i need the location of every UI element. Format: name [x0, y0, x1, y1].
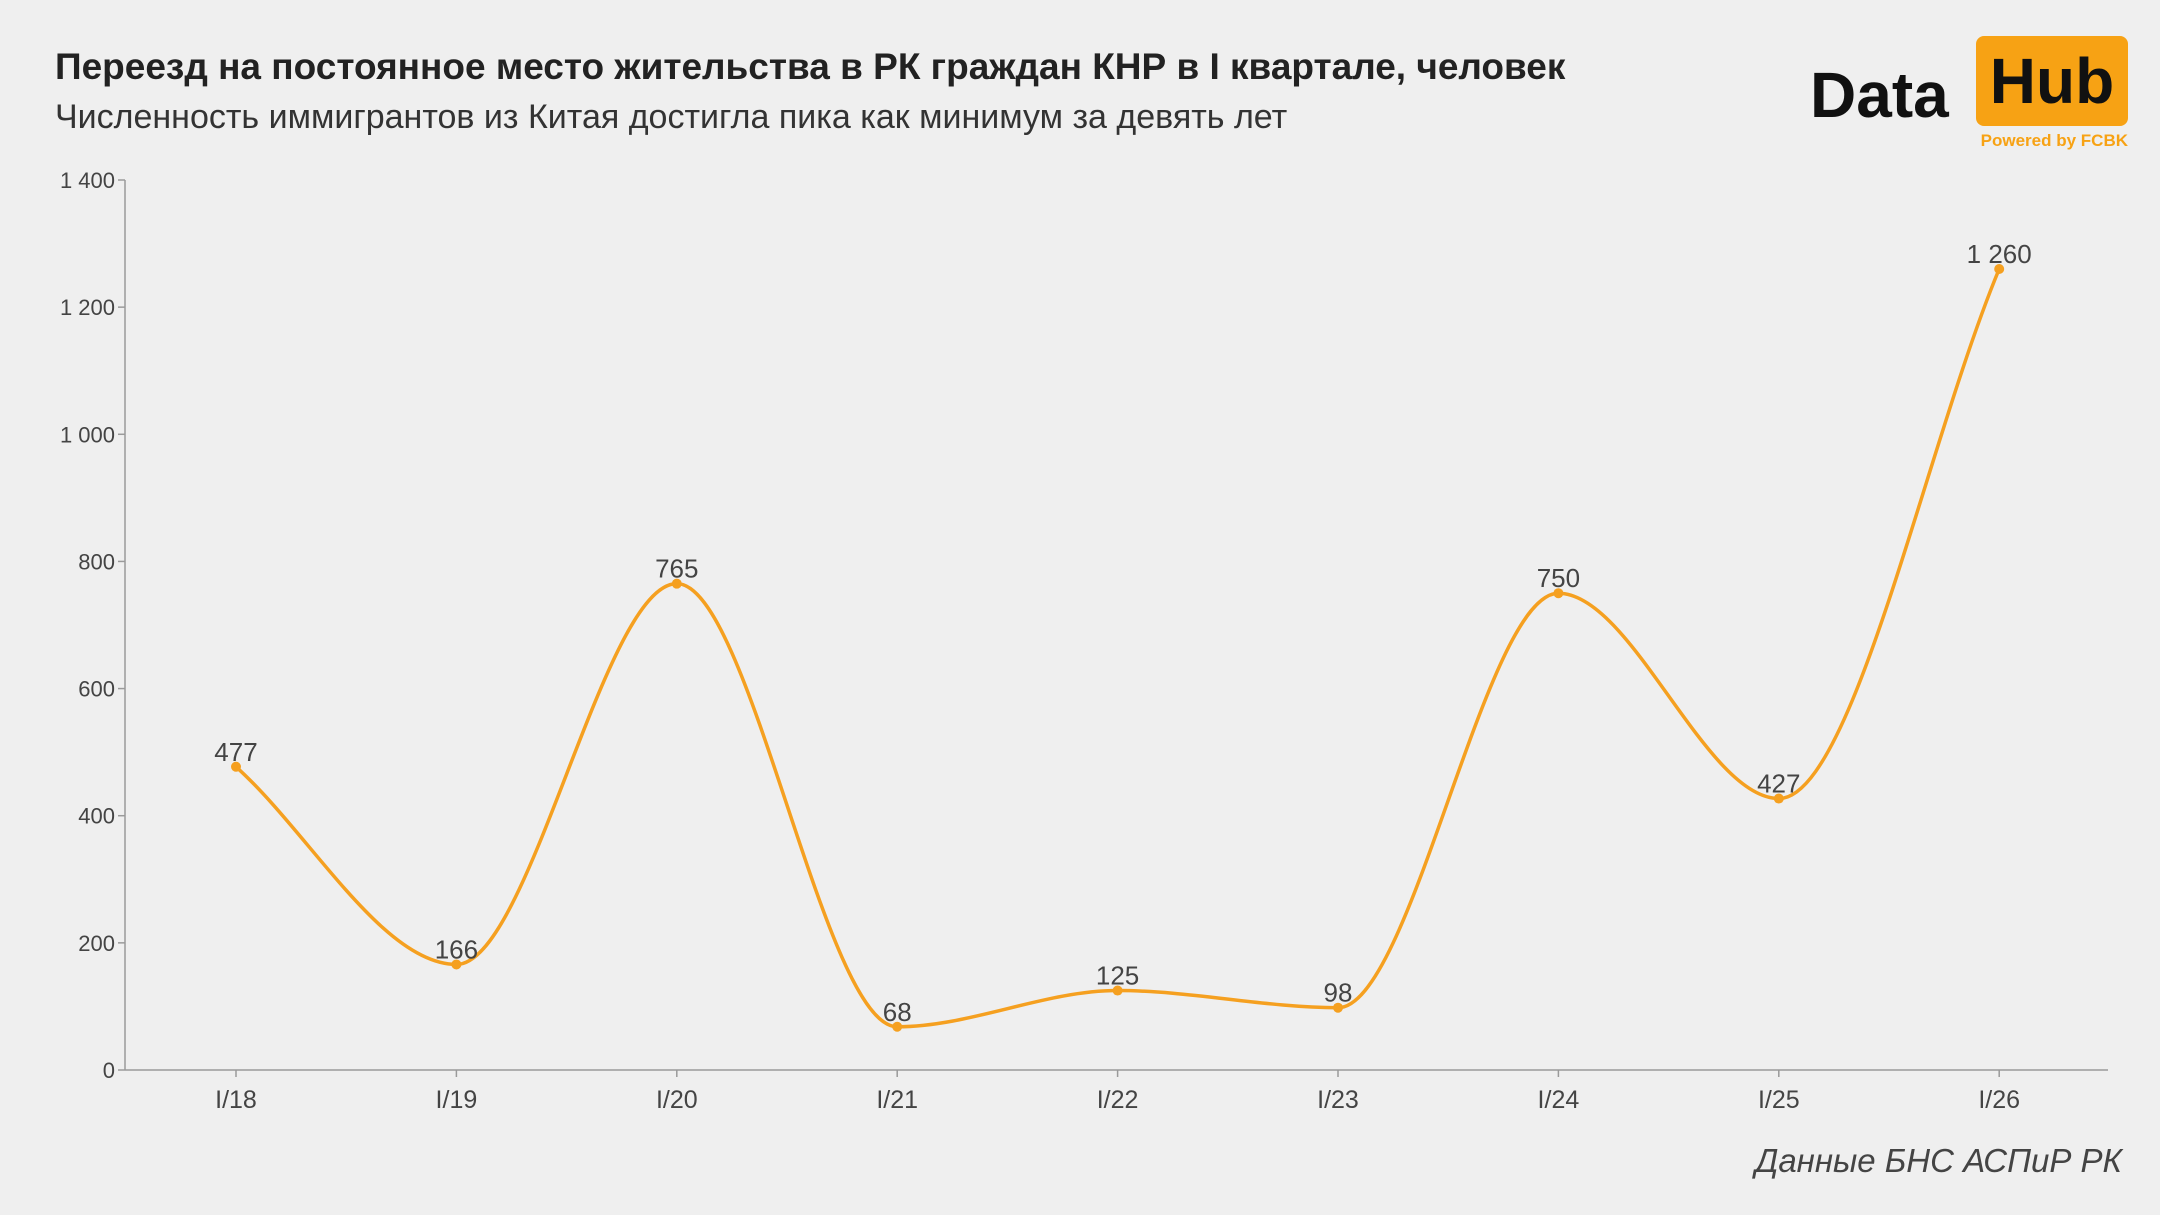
- data-label: 765: [655, 554, 698, 584]
- data-point: [1994, 264, 2005, 274]
- source-note: Данные БНС АСПиР РК: [1755, 1142, 2122, 1179]
- x-tick-label: I/18: [215, 1086, 257, 1114]
- y-tick-label: 0: [103, 1058, 115, 1083]
- y-tick-label: 400: [78, 804, 115, 829]
- y-tick-label: 1 200: [60, 295, 115, 320]
- data-point: [231, 761, 241, 772]
- data-label: 98: [1324, 978, 1353, 1008]
- logo-hub-box: Hub: [1976, 36, 2128, 126]
- data-label: 427: [1757, 769, 1800, 799]
- data-point: [1333, 1002, 1343, 1013]
- line-layer: [234, 267, 2001, 1029]
- x-tick-label: I/19: [436, 1086, 478, 1114]
- data-label: 750: [1537, 563, 1580, 593]
- chart-title: Переезд на постоянное место жительства в…: [55, 46, 1566, 87]
- data-point: [892, 1021, 903, 1032]
- y-tick-label: 600: [78, 677, 115, 702]
- data-label: 166: [435, 934, 478, 964]
- data-point: [451, 959, 462, 970]
- data-label: 125: [1096, 961, 1139, 991]
- series-line: [234, 267, 2001, 1029]
- y-tick-label: 1 000: [60, 422, 115, 447]
- points-layer: [231, 264, 2005, 1032]
- x-tick-label: I/24: [1538, 1086, 1580, 1114]
- data-label: 1 260: [1967, 239, 2032, 269]
- x-tick-label: I/21: [876, 1086, 918, 1114]
- logo-data-text: Data: [1810, 59, 1949, 131]
- chart-subtitle: Численность иммигрантов из Китая достигл…: [55, 98, 1288, 136]
- data-point: [1773, 793, 1784, 804]
- data-point: [671, 578, 682, 589]
- y-tick-label: 200: [78, 931, 115, 956]
- x-tick-label: I/26: [1978, 1086, 2020, 1114]
- data-label: 68: [883, 997, 912, 1027]
- x-tick-label: I/23: [1317, 1086, 1359, 1114]
- axes-layer: 0 200 400 600 800 1 000 1 200 1 400 I/18 I/19 I/20…: [60, 168, 2108, 1114]
- data-point: [1112, 985, 1123, 996]
- logo-hub-text: Hub: [1989, 45, 2115, 117]
- data-labels-layer: 477 166 765 68 125 98 750 427 1 260: [214, 239, 2031, 1027]
- data-label: 477: [214, 737, 257, 767]
- logo-powered-text: Powered by FCBK: [1980, 131, 2128, 150]
- x-tick-label: I/22: [1097, 1086, 1139, 1114]
- y-tick-label: 1 400: [60, 168, 115, 193]
- y-tick-label: 800: [78, 549, 115, 574]
- x-tick-label: I/20: [656, 1086, 698, 1114]
- datahub-logo: Data Hub Powered by FCBK: [1808, 34, 2128, 158]
- data-point: [1553, 588, 1564, 599]
- x-tick-label: I/25: [1758, 1086, 1800, 1114]
